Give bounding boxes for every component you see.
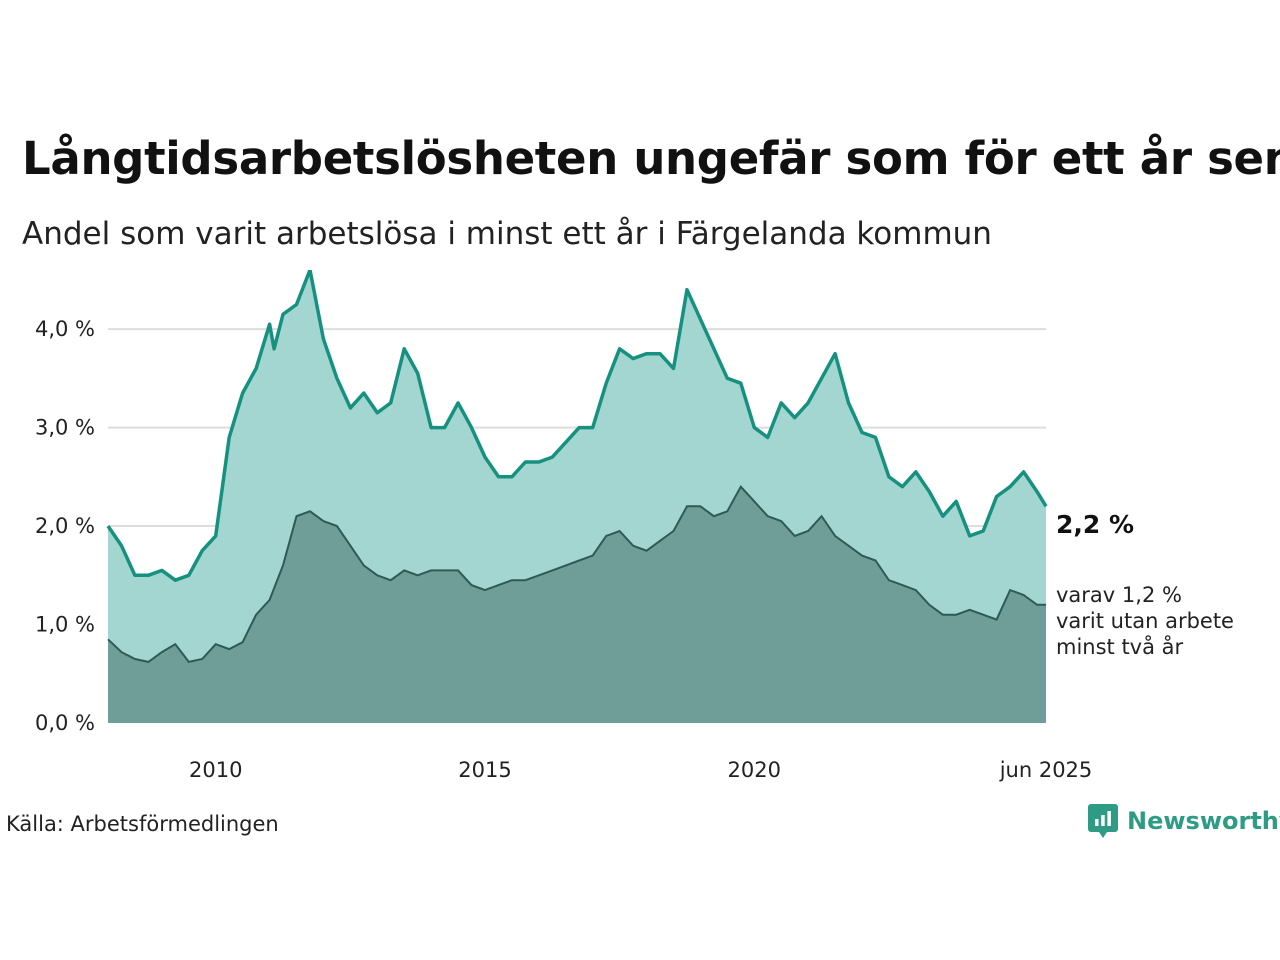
chart-subtitle: Andel som varit arbetslösa i minst ett å… xyxy=(22,216,992,252)
x-tick-label: 2020 xyxy=(728,758,781,782)
end-note-line-2: varit utan arbete xyxy=(1056,609,1234,633)
total-line xyxy=(106,270,1048,582)
x-axis: 2010 2015 2020 jun 2025 xyxy=(189,758,1092,782)
y-axis: 0,0 % 1,0 % 2,0 % 3,0 % 4,0 % xyxy=(35,317,95,735)
end-note-line-1: varav 1,2 % xyxy=(1056,583,1182,607)
area-chart: 0,0 % 1,0 % 2,0 % 3,0 % 4,0 % 2010 2015 2020 ju… xyxy=(35,270,1234,782)
end-note-line-3: minst två år xyxy=(1056,634,1184,659)
newsworthy-logo-icon xyxy=(1088,804,1118,838)
y-tick-label: 2,0 % xyxy=(35,514,95,538)
two-year-line xyxy=(107,484,1046,664)
y-tick-label: 3,0 % xyxy=(35,416,95,440)
x-tick-label: jun 2025 xyxy=(999,758,1093,782)
end-value-label: 2,2 % xyxy=(1056,510,1134,539)
two-year-area xyxy=(108,486,1046,723)
x-tick-label: 2015 xyxy=(458,758,511,782)
chart-title: Långtidsarbetslösheten ungefär som för e… xyxy=(22,132,1280,185)
brand-name: Newsworthy xyxy=(1127,807,1280,835)
brand-logo: Newsworthy xyxy=(1088,804,1280,838)
y-tick-label: 1,0 % xyxy=(35,613,95,637)
source-note: Källa: Arbetsförmedlingen xyxy=(6,812,279,836)
y-tick-label: 0,0 % xyxy=(35,711,95,735)
x-tick-label: 2010 xyxy=(189,758,242,782)
y-tick-label: 4,0 % xyxy=(35,317,95,341)
